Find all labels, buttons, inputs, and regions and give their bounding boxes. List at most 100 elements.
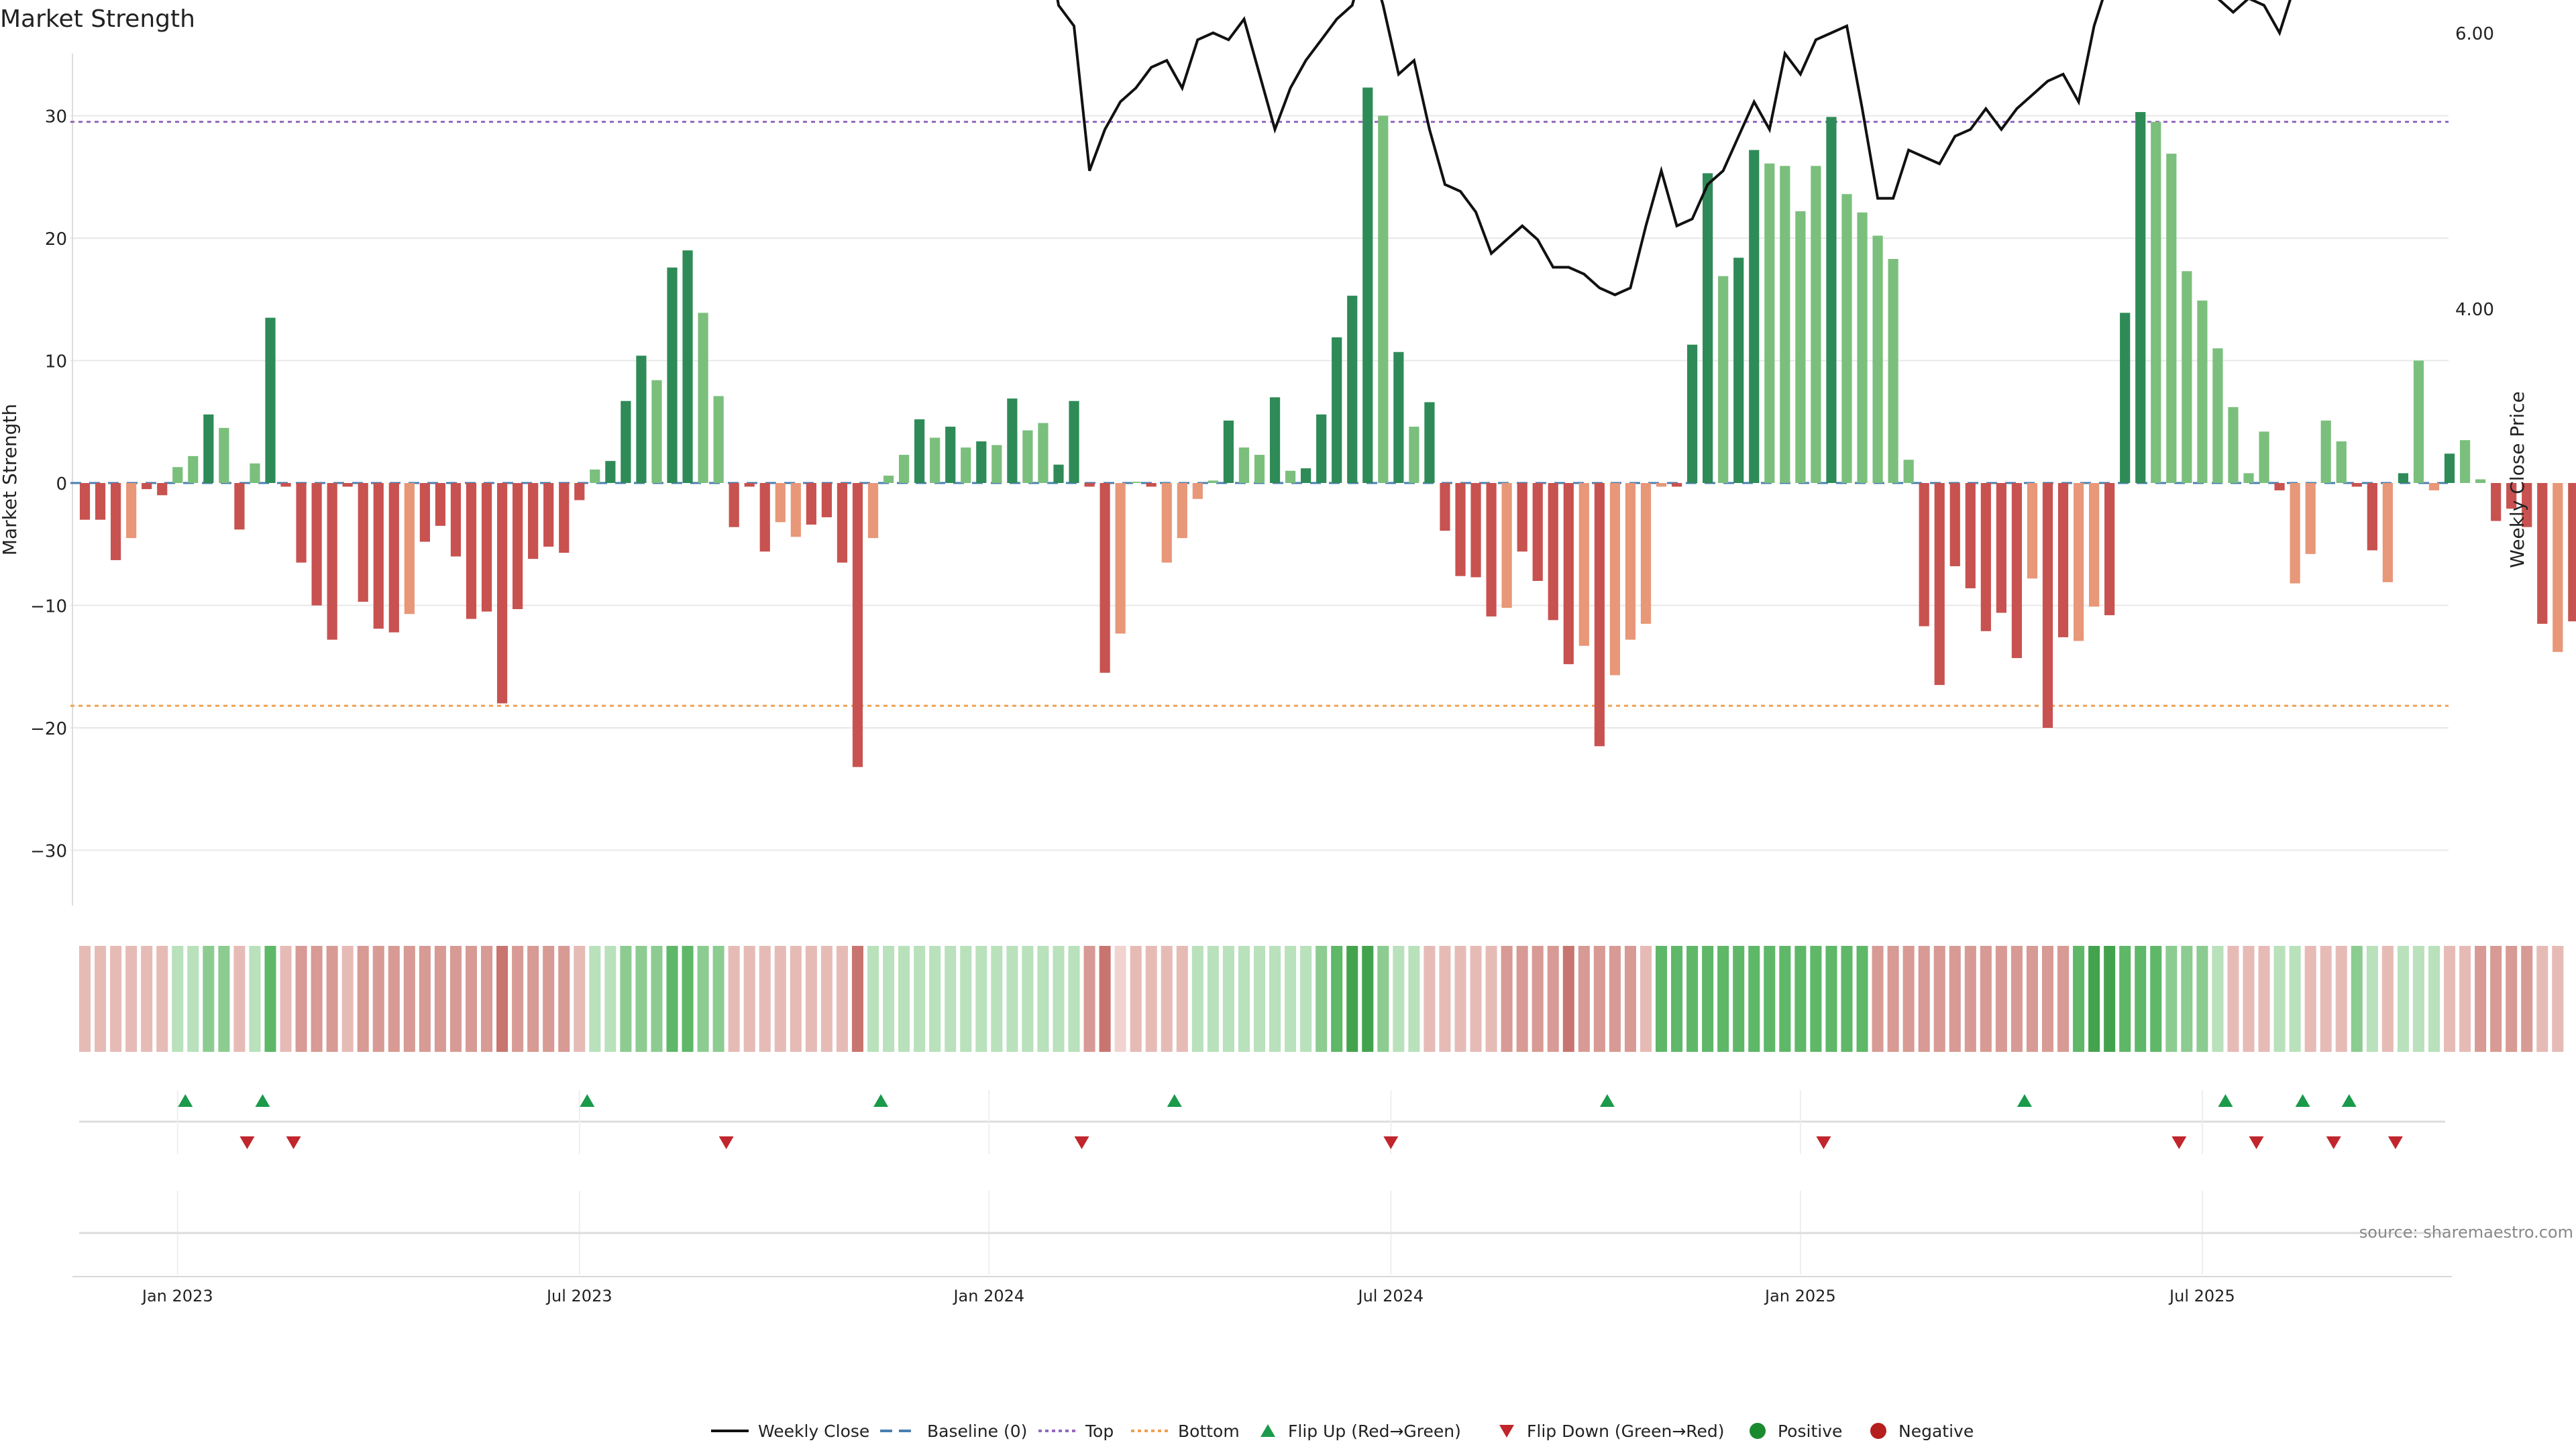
strength-bar bbox=[991, 445, 1002, 483]
y-tick-label: −30 bbox=[30, 842, 67, 862]
strength-bar bbox=[466, 483, 477, 619]
flip-markers-panel bbox=[79, 1090, 2445, 1154]
heat-cell bbox=[527, 946, 539, 1052]
bottom-empty-panel bbox=[72, 1191, 2452, 1277]
strength-bar bbox=[852, 483, 863, 767]
heat-cell bbox=[759, 946, 771, 1052]
heat-cell bbox=[1578, 946, 1590, 1052]
strength-bar bbox=[2413, 360, 2424, 483]
strength-bar bbox=[1362, 87, 1373, 483]
strength-bar bbox=[2259, 431, 2269, 483]
flip-up-marker bbox=[2017, 1094, 2032, 1107]
strength-bar bbox=[528, 483, 539, 559]
heat-cell bbox=[1130, 946, 1142, 1052]
legend-item: Flip Up (Red→Green) bbox=[1260, 1421, 1461, 1441]
strength-bar bbox=[496, 483, 508, 704]
strength-bar bbox=[636, 356, 647, 483]
strength-bar bbox=[1686, 344, 1698, 483]
heat-cell bbox=[2475, 946, 2487, 1052]
strength-bar bbox=[1007, 398, 1018, 483]
strength-bar bbox=[265, 317, 276, 483]
strength-bar bbox=[1949, 483, 1960, 567]
heat-cell bbox=[820, 946, 833, 1052]
heat-cell bbox=[867, 946, 879, 1052]
heat-cell bbox=[558, 946, 570, 1052]
heat-cell bbox=[1779, 946, 1791, 1052]
heat-cell bbox=[2135, 946, 2147, 1052]
heat-cell bbox=[2057, 946, 2070, 1052]
heat-cell bbox=[2304, 946, 2316, 1052]
heat-cell bbox=[991, 946, 1003, 1052]
strength-bar bbox=[930, 437, 941, 483]
strength-bar bbox=[1671, 483, 1682, 487]
strength-bar bbox=[1022, 430, 1033, 483]
strength-bar bbox=[1656, 483, 1667, 487]
heat-cell bbox=[1362, 946, 1374, 1052]
heat-cell bbox=[465, 946, 478, 1052]
strength-bar bbox=[1841, 194, 1852, 483]
strength-bar bbox=[280, 483, 291, 487]
flip-down-marker bbox=[1074, 1136, 1089, 1149]
heat-cell bbox=[2506, 946, 2518, 1052]
strength-bar bbox=[2367, 483, 2377, 551]
strength-bar bbox=[1192, 483, 1203, 499]
heat-cell bbox=[2073, 946, 2085, 1052]
heat-cell bbox=[851, 946, 864, 1052]
strength-bar bbox=[1285, 470, 1296, 483]
strength-bar bbox=[2151, 121, 2161, 483]
heat-cell bbox=[1980, 946, 1992, 1052]
strength-bar bbox=[621, 400, 631, 483]
strength-bar bbox=[1640, 483, 1652, 624]
strength-bar bbox=[898, 455, 910, 483]
legend-item: Weekly Close bbox=[711, 1421, 869, 1441]
strength-bar bbox=[2522, 483, 2532, 527]
legend-label: Flip Up (Red→Green) bbox=[1288, 1421, 1461, 1441]
heat-cell bbox=[805, 946, 817, 1052]
heat-cell bbox=[2104, 946, 2116, 1052]
heat-cell bbox=[666, 946, 678, 1052]
heat-cell bbox=[1022, 946, 1034, 1052]
strength-bar bbox=[651, 380, 662, 483]
x-axis-ticks: Jan 2023 Jul 2023 Jan 2024 Jul 2024 Jan 2025… bbox=[141, 1287, 2235, 1305]
strength-bar bbox=[157, 483, 168, 496]
strength-bar bbox=[543, 483, 554, 547]
heat-cell bbox=[481, 946, 493, 1052]
strength-bar bbox=[2444, 453, 2455, 483]
heat-cell bbox=[2212, 946, 2224, 1052]
flip-down-marker bbox=[718, 1136, 734, 1149]
heat-cell bbox=[512, 946, 524, 1052]
x-tick-label: Jul 2025 bbox=[2168, 1287, 2235, 1305]
heat-cell bbox=[1933, 946, 1945, 1052]
heat-cell bbox=[1717, 946, 1729, 1052]
strength-bar bbox=[1934, 483, 1945, 686]
heat-cell bbox=[1516, 946, 1528, 1052]
strength-bar bbox=[1857, 212, 1868, 483]
strength-bar bbox=[821, 483, 833, 518]
heat-cell bbox=[1053, 946, 1065, 1052]
heat-cell bbox=[2351, 946, 2363, 1052]
heat-cell bbox=[883, 946, 895, 1052]
strength-bar bbox=[1780, 166, 1790, 483]
flip-up-marker bbox=[2218, 1094, 2233, 1107]
strength-bar bbox=[961, 447, 971, 483]
strength-bar bbox=[2073, 483, 2084, 641]
legend-item: Flip Down (Green→Red) bbox=[1499, 1421, 1725, 1441]
heat-cell bbox=[372, 946, 384, 1052]
strength-bar bbox=[1208, 480, 1218, 483]
legend: Weekly Close Baseline (0) Top Bottom Flip Up… bbox=[711, 1421, 1974, 1441]
heat-cell bbox=[620, 946, 632, 1052]
heat-cell bbox=[1640, 946, 1652, 1052]
left-y-axis-label: Market Strength bbox=[0, 404, 21, 555]
heat-cell bbox=[249, 946, 261, 1052]
heat-cell bbox=[651, 946, 663, 1052]
strength-bar bbox=[388, 483, 399, 633]
strength-bar bbox=[2320, 420, 2331, 483]
strength-bar bbox=[2553, 483, 2563, 652]
heat-cell bbox=[1377, 946, 1389, 1052]
flip-down-marker bbox=[239, 1136, 255, 1149]
strength-bar bbox=[1053, 464, 1064, 483]
strength-bar bbox=[605, 461, 616, 483]
heat-cell bbox=[543, 946, 555, 1052]
legend-triangle-up-icon bbox=[1260, 1424, 1275, 1437]
strength-bar bbox=[2459, 440, 2471, 483]
